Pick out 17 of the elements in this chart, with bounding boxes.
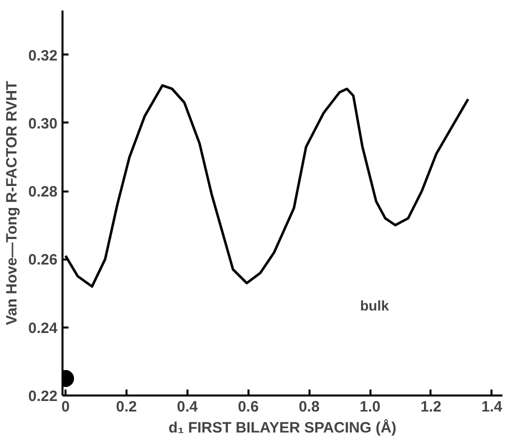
annotation: bulk bbox=[360, 298, 390, 314]
x-tick-label: 0.2 bbox=[116, 398, 137, 416]
x-tick-label: 0.8 bbox=[298, 398, 320, 416]
x-tick-label: 0.4 bbox=[176, 398, 198, 416]
x-axis-title: d₁ FIRST BILAYER SPACING (Å) bbox=[168, 418, 396, 436]
x-tick-label: 0.6 bbox=[238, 398, 259, 416]
x-tick-label: 1.0 bbox=[360, 398, 380, 416]
y-tick-label: 0.32 bbox=[28, 47, 58, 64]
x-tick-label: 1.2 bbox=[420, 398, 442, 416]
y-tick-label: 0.26 bbox=[28, 252, 58, 269]
y-axis-title: Van Hove—Tong R-FACTOR RVHT bbox=[3, 80, 20, 326]
x-tick-label: 1.4 bbox=[481, 398, 503, 416]
y-tick-label: 0.28 bbox=[28, 184, 58, 201]
y-tick-label: 0.22 bbox=[28, 388, 58, 405]
x-tick-label: 0 bbox=[61, 398, 70, 416]
y-tick-label: 0.24 bbox=[28, 320, 58, 337]
y-tick-label: 0.30 bbox=[28, 115, 58, 132]
